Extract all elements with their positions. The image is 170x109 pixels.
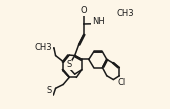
Text: Cl: Cl [118,78,126,87]
Text: S: S [67,60,72,69]
Text: S: S [47,86,52,95]
Text: CH3: CH3 [117,9,134,18]
Text: CH3: CH3 [34,43,52,52]
Text: O: O [81,6,87,15]
Text: NH: NH [92,17,104,26]
